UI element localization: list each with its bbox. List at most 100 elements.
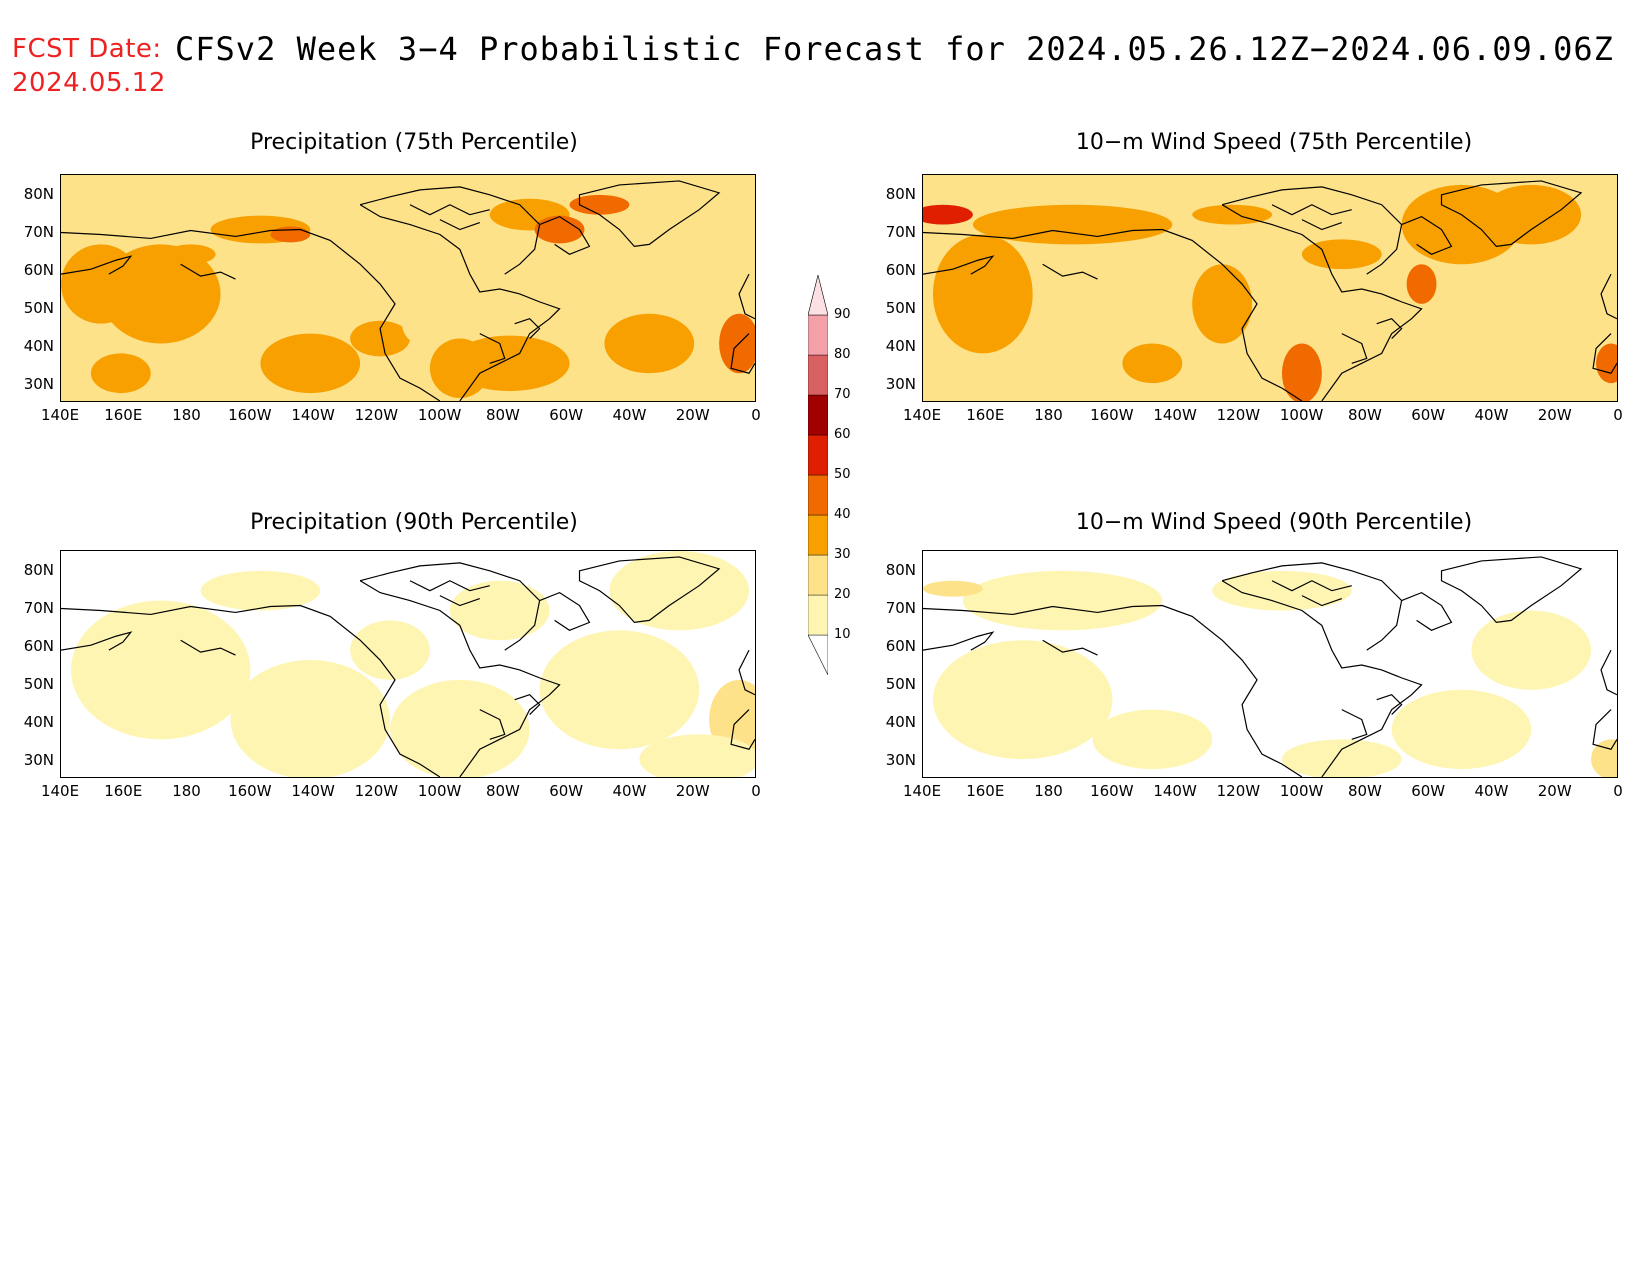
lat-label: 60N bbox=[23, 261, 54, 279]
lon-label: 100W bbox=[1279, 782, 1324, 800]
probability-contour bbox=[923, 204, 973, 225]
colorbar-swatch bbox=[807, 354, 829, 396]
lon-label: 180 bbox=[1034, 782, 1063, 800]
lat-label: 40N bbox=[885, 713, 916, 731]
lat-label: 80N bbox=[23, 561, 54, 579]
coastline bbox=[1600, 649, 1617, 696]
probability-contour bbox=[449, 580, 550, 641]
lat-label: 60N bbox=[885, 261, 916, 279]
lon-label: 140E bbox=[902, 782, 942, 800]
lon-label: 40W bbox=[1474, 782, 1509, 800]
lon-label: 80W bbox=[1347, 782, 1382, 800]
probability-contour bbox=[1192, 264, 1253, 344]
colorbar-label: 20 bbox=[834, 587, 851, 602]
coastline bbox=[1042, 639, 1098, 656]
lon-label: 100W bbox=[1279, 406, 1324, 424]
coastline bbox=[61, 228, 441, 401]
colorbar-label: 50 bbox=[834, 467, 851, 482]
coastline bbox=[1341, 709, 1368, 740]
lon-label: 120W bbox=[1216, 406, 1261, 424]
probability-contour bbox=[90, 353, 151, 394]
probability-contour bbox=[1281, 739, 1402, 777]
lon-label: 120W bbox=[354, 406, 399, 424]
probability-contour bbox=[1212, 570, 1352, 611]
coastline bbox=[61, 255, 133, 275]
probability-contour bbox=[200, 570, 321, 611]
coastline bbox=[1221, 204, 1423, 401]
lon-label: 60W bbox=[549, 406, 584, 424]
coastline bbox=[730, 709, 755, 750]
probability-contour bbox=[165, 244, 216, 265]
lat-label: 60N bbox=[885, 637, 916, 655]
probability-contour bbox=[932, 640, 1113, 760]
probability-contour bbox=[609, 551, 750, 631]
panel-title-wind75: 10−m Wind Speed (75th Percentile) bbox=[1075, 130, 1473, 155]
probability-contour bbox=[534, 215, 585, 244]
colorbar-swatch bbox=[807, 434, 829, 476]
probability-contour bbox=[1596, 343, 1617, 384]
coastline bbox=[1341, 333, 1368, 364]
probability-contour bbox=[639, 274, 720, 314]
map-panel-wind90 bbox=[922, 550, 1618, 778]
lon-label: 40W bbox=[612, 782, 647, 800]
coastline bbox=[439, 219, 480, 231]
coastline bbox=[1301, 219, 1342, 231]
panel-title-precip90: Precipitation (90th Percentile) bbox=[250, 510, 578, 535]
lat-label: 30N bbox=[885, 751, 916, 769]
coastline bbox=[1440, 556, 1583, 623]
map-panel-wind75 bbox=[922, 174, 1618, 402]
lon-label: 100W bbox=[417, 406, 462, 424]
coastline bbox=[1440, 180, 1583, 247]
probability-contour bbox=[402, 303, 438, 344]
lat-label: 70N bbox=[885, 223, 916, 241]
lat-label: 40N bbox=[885, 337, 916, 355]
lon-label: 40W bbox=[612, 406, 647, 424]
lat-label: 30N bbox=[23, 375, 54, 393]
probability-contour bbox=[61, 244, 141, 324]
coastline bbox=[1271, 580, 1352, 592]
coastline bbox=[1221, 186, 1403, 275]
coastline bbox=[359, 562, 541, 651]
lat-label: 30N bbox=[23, 751, 54, 769]
coastline bbox=[61, 631, 133, 651]
probability-contour bbox=[923, 580, 983, 597]
colorbar-label: 10 bbox=[834, 627, 851, 642]
lat-label: 50N bbox=[23, 675, 54, 693]
lon-label: 0 bbox=[751, 406, 761, 424]
map-field bbox=[923, 551, 1617, 777]
coastline bbox=[1221, 562, 1403, 651]
coastline bbox=[514, 694, 541, 715]
coastline bbox=[359, 186, 541, 275]
lon-label: 160E bbox=[966, 782, 1005, 800]
probability-contour bbox=[569, 194, 630, 215]
coastline bbox=[923, 228, 1303, 401]
lat-label: 50N bbox=[885, 299, 916, 317]
probability-contour bbox=[1406, 264, 1437, 304]
coastline bbox=[409, 204, 490, 216]
probability-contour bbox=[639, 734, 755, 777]
lon-label: 140W bbox=[1153, 406, 1197, 424]
colorbar-swatch bbox=[807, 554, 829, 596]
lat-label: 70N bbox=[885, 599, 916, 617]
lon-label: 140W bbox=[1153, 782, 1197, 800]
lon-label: 60W bbox=[1411, 406, 1446, 424]
coastline bbox=[359, 204, 561, 401]
probability-contour bbox=[390, 679, 530, 777]
lon-label: 0 bbox=[1613, 782, 1623, 800]
lat-label: 80N bbox=[885, 561, 916, 579]
coastline bbox=[1042, 263, 1098, 280]
lat-label: 80N bbox=[885, 185, 916, 203]
probability-contour bbox=[1281, 343, 1322, 401]
lat-label: 60N bbox=[23, 637, 54, 655]
map-panel-precip75 bbox=[60, 174, 756, 402]
map-field bbox=[61, 551, 755, 777]
probability-contour bbox=[1391, 689, 1532, 770]
lat-label: 40N bbox=[23, 713, 54, 731]
probability-contour bbox=[962, 570, 1163, 631]
lat-label: 50N bbox=[23, 299, 54, 317]
coastline bbox=[539, 591, 591, 631]
lon-label: 80W bbox=[485, 406, 520, 424]
lat-label: 70N bbox=[23, 599, 54, 617]
lon-label: 20W bbox=[1537, 406, 1572, 424]
coastline bbox=[923, 255, 995, 275]
